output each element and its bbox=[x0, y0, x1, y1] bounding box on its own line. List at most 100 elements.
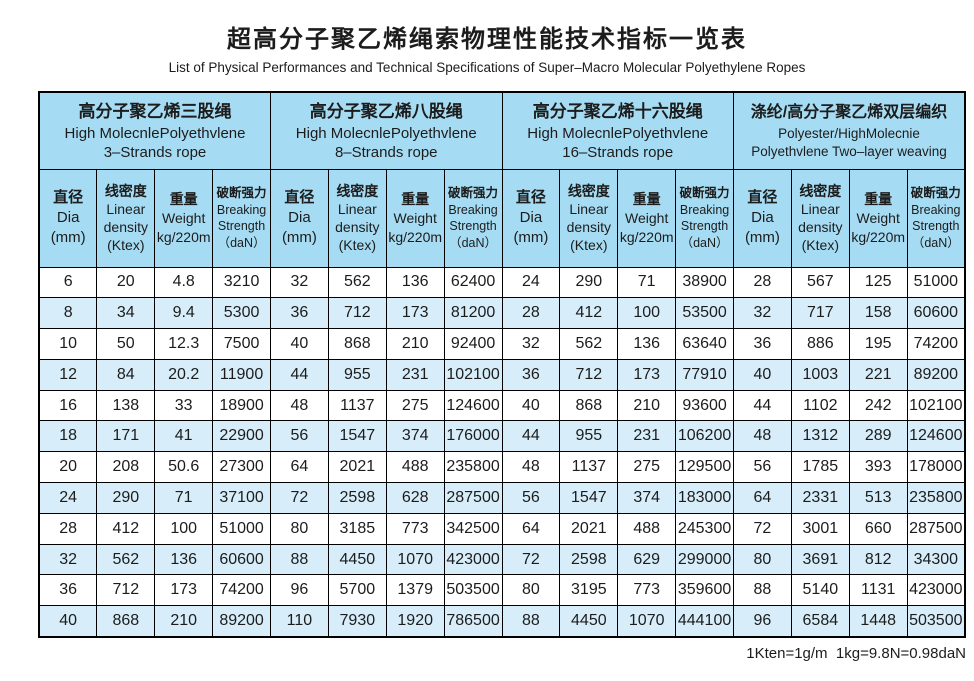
table-cell: 71 bbox=[154, 482, 214, 514]
table-cell: 20 bbox=[96, 266, 156, 299]
column-header-en: Weight bbox=[162, 209, 206, 226]
table-cell: 567 bbox=[790, 266, 850, 299]
group-header-1: 高分子聚乙烯三股绳 High MolecnlePolyethvlene 3–Stra… bbox=[38, 91, 271, 170]
table-cell: 32 bbox=[501, 328, 561, 360]
table-cell: 40 bbox=[38, 605, 98, 638]
column-header-en: Weight bbox=[625, 209, 669, 226]
group-title-zh: 高分子聚乙烯三股绳 bbox=[78, 101, 232, 121]
table-cell: 1547 bbox=[327, 420, 387, 453]
column-header-linear-density: 线密度 Linear density (Ktex) bbox=[327, 168, 387, 268]
table-cell: 290 bbox=[96, 482, 156, 514]
table-cell: 124600 bbox=[906, 420, 966, 453]
table-cell: 4450 bbox=[559, 605, 619, 638]
table-cell: 210 bbox=[617, 389, 677, 422]
column-header-en: density bbox=[566, 219, 611, 235]
table-cell: 287500 bbox=[906, 512, 966, 545]
column-header-en: density bbox=[798, 219, 843, 235]
table-cell: 50 bbox=[96, 328, 156, 360]
column-header-zh: 线密度 bbox=[567, 183, 610, 199]
column-header-en: Weight bbox=[393, 209, 437, 226]
table-cell: 136 bbox=[385, 266, 445, 299]
table-cell: 173 bbox=[154, 574, 214, 607]
column-header-en: Dia bbox=[56, 209, 80, 226]
table-row: 18 171 41 22900 56 1547 374 176000 44 955 231 10620… bbox=[38, 420, 966, 453]
column-header-en: (Ktex) bbox=[801, 237, 839, 253]
table-cell: 34 bbox=[96, 297, 156, 330]
column-header-en: Strength bbox=[912, 219, 960, 233]
column-header-en: kg/220m bbox=[619, 228, 674, 245]
table-cell: 64 bbox=[501, 512, 561, 545]
column-header-breaking-strength: 破断强力 Breaking Strength （daN） bbox=[443, 168, 503, 268]
group-header-4: 涤纶/高分子聚乙烯双层编织 Polyester/HighMolecnie Polye… bbox=[733, 91, 966, 170]
column-header-en: Breaking bbox=[216, 202, 267, 217]
table-cell: 173 bbox=[385, 297, 445, 330]
table-cell: 92400 bbox=[443, 328, 503, 360]
table-cell: 64 bbox=[270, 451, 329, 484]
column-header-dia: 直径 Dia (mm) bbox=[733, 168, 792, 268]
footnote: 1Kten=1g/m 1kg=9.8N=0.98daN bbox=[746, 644, 966, 662]
table-cell: 63640 bbox=[675, 328, 734, 360]
table-cell: 106200 bbox=[675, 420, 734, 453]
table-cell: 1070 bbox=[617, 605, 677, 638]
column-header-en: (mm) bbox=[50, 229, 86, 246]
column-header-weight: 重量 Weight kg/220m bbox=[154, 168, 214, 268]
column-header-en: kg/220m bbox=[851, 228, 906, 245]
table-cell: 53500 bbox=[675, 297, 734, 330]
table-cell: 50.6 bbox=[154, 451, 214, 484]
column-header-en: kg/220m bbox=[156, 228, 211, 245]
table-cell: 96 bbox=[733, 605, 792, 638]
table-cell: 32 bbox=[270, 266, 329, 299]
table-cell: 786500 bbox=[443, 605, 503, 638]
table-cell: 235800 bbox=[443, 451, 503, 484]
table-cell: 503500 bbox=[906, 605, 966, 638]
group-header-2: 高分子聚乙烯八股绳 High MolecnlePolyethvlene 8–Stra… bbox=[270, 91, 503, 170]
table-cell: 4.8 bbox=[154, 266, 214, 299]
column-header-breaking-strength: 破断强力 Breaking Strength （daN） bbox=[212, 168, 271, 268]
column-header-linear-density: 线密度 Linear density (Ktex) bbox=[790, 168, 850, 268]
group-title-en: 16–Strands rope bbox=[562, 143, 674, 161]
table-cell: 102100 bbox=[906, 389, 966, 422]
table-cell: 412 bbox=[96, 512, 156, 545]
table-cell: 868 bbox=[559, 389, 619, 422]
table-cell: 51000 bbox=[212, 512, 271, 545]
table-cell: 60600 bbox=[906, 297, 966, 330]
table-cell: 72 bbox=[501, 543, 561, 576]
column-header-en: Strength bbox=[449, 219, 497, 233]
table-cell: 6584 bbox=[790, 605, 850, 638]
table-cell: 5140 bbox=[790, 574, 850, 607]
table-cell: 40 bbox=[270, 328, 329, 360]
group-title-en: 8–Strands rope bbox=[334, 143, 438, 161]
column-header-en: （daN） bbox=[217, 235, 266, 250]
table-cell: 80 bbox=[270, 512, 329, 545]
table-cell: 41 bbox=[154, 420, 214, 453]
table-cell: 18 bbox=[38, 420, 98, 453]
table-cell: 100 bbox=[617, 297, 677, 330]
column-header-en: Linear bbox=[569, 201, 609, 217]
column-header-zh: 破断强力 bbox=[910, 186, 961, 200]
table-cell: 37100 bbox=[212, 482, 271, 514]
table-row: 10 50 12.3 7500 40 868 210 92400 32 562 136 63640 36… bbox=[38, 328, 966, 360]
column-header-en: density bbox=[335, 219, 380, 235]
group-title-zh: 涤纶/高分子聚乙烯双层编织 bbox=[750, 103, 948, 121]
group-title-zh: 高分子聚乙烯十六股绳 bbox=[532, 101, 703, 121]
table-cell: 1448 bbox=[848, 605, 908, 638]
table-head: 高分子聚乙烯三股绳 High MolecnlePolyethvlene 3–Stra… bbox=[38, 91, 966, 268]
table-cell: 40 bbox=[501, 389, 561, 422]
table-cell: 235800 bbox=[906, 482, 966, 514]
table-cell: 868 bbox=[327, 328, 387, 360]
table-cell: 812 bbox=[848, 543, 908, 576]
table-row: 40 868 210 89200 110 7930 1920 786500 88 4450 1070… bbox=[38, 605, 966, 638]
table-cell: 24 bbox=[501, 266, 561, 299]
table-cell: 955 bbox=[559, 420, 619, 453]
spec-table: 高分子聚乙烯三股绳 High MolecnlePolyethvlene 3–Stra… bbox=[38, 91, 966, 638]
column-header-en: (Ktex) bbox=[107, 237, 145, 253]
table-cell: 110 bbox=[270, 605, 329, 638]
table-cell: 423000 bbox=[443, 543, 503, 576]
table-cell: 210 bbox=[385, 328, 445, 360]
column-header-en: (Ktex) bbox=[338, 237, 376, 253]
table-cell: 74200 bbox=[906, 328, 966, 360]
table-cell: 423000 bbox=[906, 574, 966, 607]
group-header-3: 高分子聚乙烯十六股绳 High MolecnlePolyethvlene 16–St… bbox=[501, 91, 734, 170]
table-cell: 20.2 bbox=[154, 358, 214, 391]
